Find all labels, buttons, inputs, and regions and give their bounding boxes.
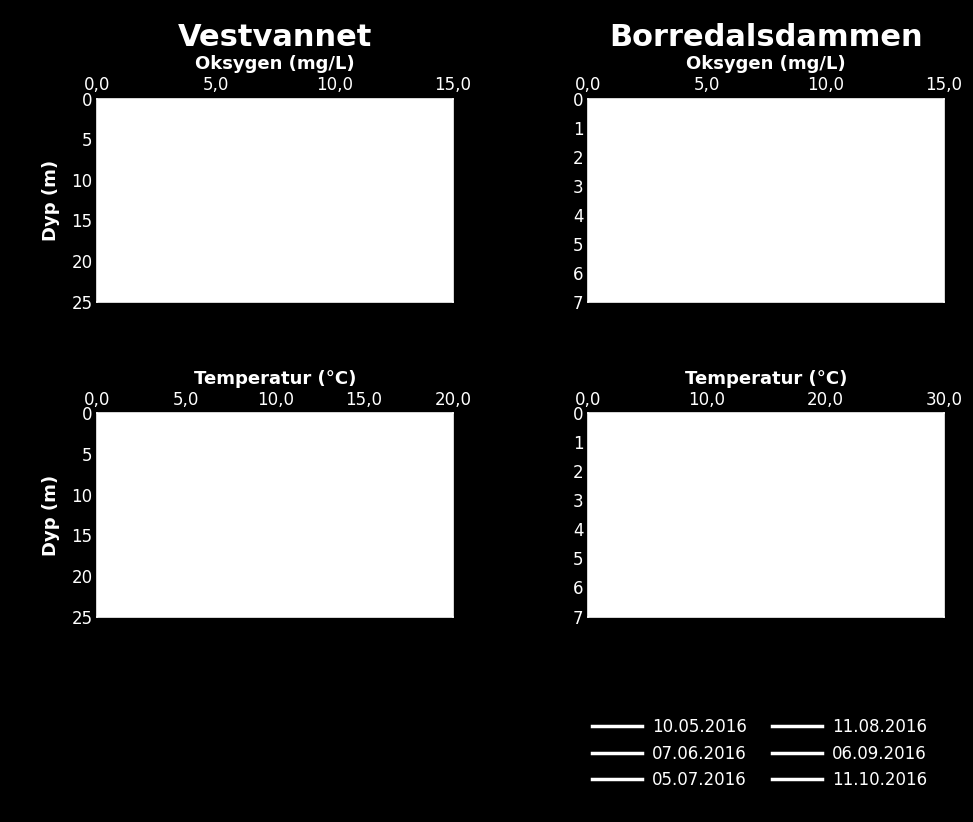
Y-axis label: Dyp (m): Dyp (m) [42, 159, 60, 241]
Title: Borredalsdammen: Borredalsdammen [609, 23, 922, 52]
Y-axis label: Dyp (m): Dyp (m) [42, 474, 60, 556]
X-axis label: Oksygen (mg/L): Oksygen (mg/L) [686, 55, 846, 73]
X-axis label: Temperatur (°C): Temperatur (°C) [194, 370, 356, 388]
X-axis label: Oksygen (mg/L): Oksygen (mg/L) [196, 55, 355, 73]
X-axis label: Temperatur (°C): Temperatur (°C) [685, 370, 847, 388]
Legend: 10.05.2016, 07.06.2016, 05.07.2016, 11.08.2016, 06.09.2016, 11.10.2016: 10.05.2016, 07.06.2016, 05.07.2016, 11.0… [584, 710, 935, 797]
Title: Vestvannet: Vestvannet [178, 23, 373, 52]
